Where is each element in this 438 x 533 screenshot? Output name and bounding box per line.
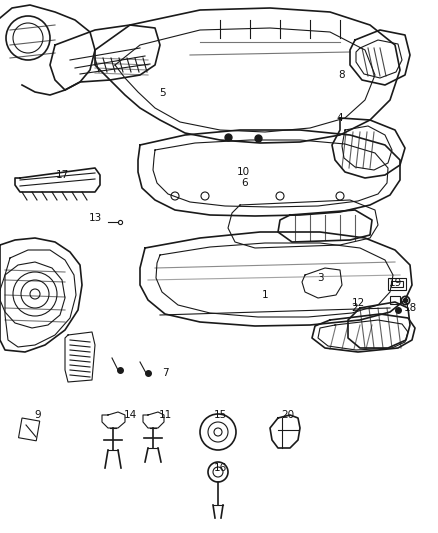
Text: 18: 18 [403,303,417,313]
Bar [388,278,406,290]
Bar [390,296,400,304]
Text: 9: 9 [35,410,41,420]
Text: 8: 8 [339,70,345,80]
Text: 14: 14 [124,410,137,420]
Bar [391,281,403,287]
Text: 12: 12 [351,298,364,308]
Text: 7: 7 [162,368,168,378]
Text: 5: 5 [159,88,165,98]
Text: 13: 13 [88,213,102,223]
Text: 2: 2 [352,303,358,313]
Text: 15: 15 [213,410,226,420]
Text: 10: 10 [237,167,250,177]
Text: 6: 6 [242,178,248,188]
Text: 1: 1 [261,290,268,300]
Bar [18,418,40,441]
Text: 20: 20 [282,410,295,420]
Text: 17: 17 [55,170,69,180]
Text: 19: 19 [389,278,402,288]
Text: 16: 16 [213,463,226,473]
Text: 3: 3 [317,273,323,283]
Text: 4: 4 [337,113,343,123]
Text: 11: 11 [159,410,172,420]
